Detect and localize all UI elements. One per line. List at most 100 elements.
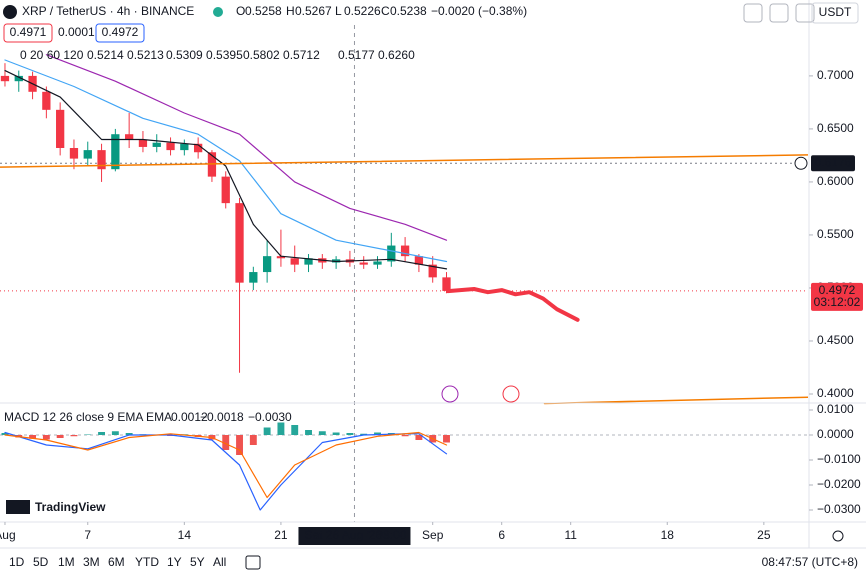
- histogram-bar: [291, 425, 299, 435]
- x-tick-label: 6: [498, 528, 505, 542]
- candle-body: [249, 272, 258, 283]
- us-event-icon[interactable]: [502, 385, 520, 403]
- currency-button[interactable]: [811, 2, 859, 24]
- candle-body: [276, 256, 286, 259]
- histogram-bar: [222, 435, 230, 450]
- histogram-bar: [401, 435, 409, 437]
- crosshair-time: 08:00: [376, 528, 406, 542]
- histogram-bar: [29, 435, 37, 439]
- x-tick-label: Aug: [0, 528, 16, 542]
- crosshair-date: Sat 26 Aug '23: [304, 528, 382, 542]
- histogram-bar: [263, 427, 271, 435]
- macd-title: MACD 12 26 close 9 EMA EMA: [4, 410, 172, 424]
- candle-body: [42, 91, 51, 110]
- download-button[interactable]: [743, 3, 763, 23]
- histogram-bar: [443, 435, 450, 443]
- candle-body: [221, 176, 230, 204]
- candle-body: [152, 142, 161, 147]
- y-tick-label: 0.7000: [817, 68, 854, 82]
- range-button[interactable]: 5Y: [190, 555, 205, 569]
- logo-mark: [6, 500, 30, 514]
- spread: 0.0001: [58, 25, 95, 39]
- range-button[interactable]: 1Y: [167, 555, 182, 569]
- range-button[interactable]: 3M: [83, 555, 100, 569]
- range-button[interactable]: 1M: [58, 555, 75, 569]
- price-scale-bg: [809, 0, 866, 548]
- y-tick-label: 0.4500: [817, 333, 854, 347]
- ma-values: 0.5214 0.5213: [87, 48, 164, 62]
- line-series: [4, 59, 448, 263]
- range-button[interactable]: YTD: [135, 555, 159, 569]
- alert-button[interactable]: [794, 156, 808, 170]
- x-tick-label: 7: [84, 528, 91, 542]
- x-tick-label: 11: [564, 528, 577, 542]
- market-status: [213, 7, 223, 17]
- sell-price: 0.4971: [10, 25, 47, 39]
- line-series: [445, 287, 580, 322]
- logo: TradingView: [35, 500, 106, 514]
- candle-body: [0, 75, 10, 82]
- buy-button[interactable]: [95, 23, 145, 43]
- histogram-bar: [98, 432, 106, 435]
- symbol-icon: [3, 5, 17, 19]
- range-button[interactable]: All: [213, 555, 226, 569]
- candle-body: [193, 143, 203, 153]
- clock: 08:47:57 (UTC+8): [762, 555, 858, 569]
- x-tick-label: 21: [274, 528, 288, 542]
- candle-body: [414, 256, 424, 265]
- macd-values: 0.0012: [171, 410, 208, 424]
- range-button[interactable]: 1D: [9, 555, 25, 569]
- sell-button[interactable]: [3, 23, 53, 43]
- symbol: XRP / TetherUS · 4h · BINANCE: [22, 4, 194, 18]
- ohlc-value: 0.5267: [295, 4, 332, 18]
- histogram-bar: [360, 433, 368, 435]
- histogram-bar: [318, 431, 326, 435]
- histogram-bar: [70, 435, 78, 437]
- histogram-bar: [305, 430, 312, 435]
- candle-body: [14, 75, 23, 82]
- line-series: [0, 154, 808, 168]
- y-tick-label: −0.0200: [817, 477, 861, 491]
- histogram-bar: [346, 433, 354, 435]
- candle-body: [290, 258, 299, 265]
- candle-body: [428, 264, 437, 278]
- fullscreen-button[interactable]: [795, 3, 815, 23]
- line-series: [4, 69, 448, 270]
- y-tick-label: −0.0100: [817, 452, 861, 466]
- ohlc-key: H: [286, 4, 295, 18]
- settings-icon[interactable]: [832, 530, 844, 542]
- y-tick-label: 0.0000: [817, 427, 854, 441]
- candle-body: [69, 147, 79, 159]
- y-tick-label: 0.4000: [817, 386, 854, 400]
- candle-body: [359, 262, 368, 265]
- ohlc-key: C: [381, 4, 390, 18]
- ma-periods: 0 20 60 120: [20, 48, 84, 62]
- ohlc-key: L: [335, 4, 342, 18]
- y-tick-label: 0.6000: [817, 174, 854, 188]
- crosshair-label-bg: [298, 527, 411, 545]
- event-icon[interactable]: [441, 385, 459, 403]
- x-tick-label: Sep: [422, 528, 444, 542]
- candle-body: [304, 258, 313, 265]
- ui: XRP / TetherUS · 4h · BINANCE O 0.5258 H 0.5…: [0, 2, 863, 570]
- countdown: 03:12:02: [814, 295, 861, 309]
- y-tick-label: 0.0100: [817, 402, 854, 416]
- upload-button[interactable]: [769, 3, 789, 23]
- range-button[interactable]: 5D: [33, 555, 49, 569]
- candle-body: [56, 109, 65, 148]
- histogram-bar: [332, 432, 340, 435]
- ohlc-key: O: [236, 4, 245, 18]
- ma-values: 0.5802 0.5712: [243, 48, 320, 62]
- macd-values: −0.0018: [200, 410, 244, 424]
- histogram-bar: [236, 435, 243, 455]
- candle-body: [138, 139, 148, 147]
- y-tick-label: −0.0300: [817, 502, 861, 516]
- date-range-icon[interactable]: [245, 555, 261, 570]
- histogram-bar: [277, 422, 285, 435]
- range-button[interactable]: 6M: [108, 555, 125, 569]
- histogram-bar: [84, 434, 92, 435]
- candle-body: [180, 143, 189, 151]
- histogram-bar: [56, 435, 64, 438]
